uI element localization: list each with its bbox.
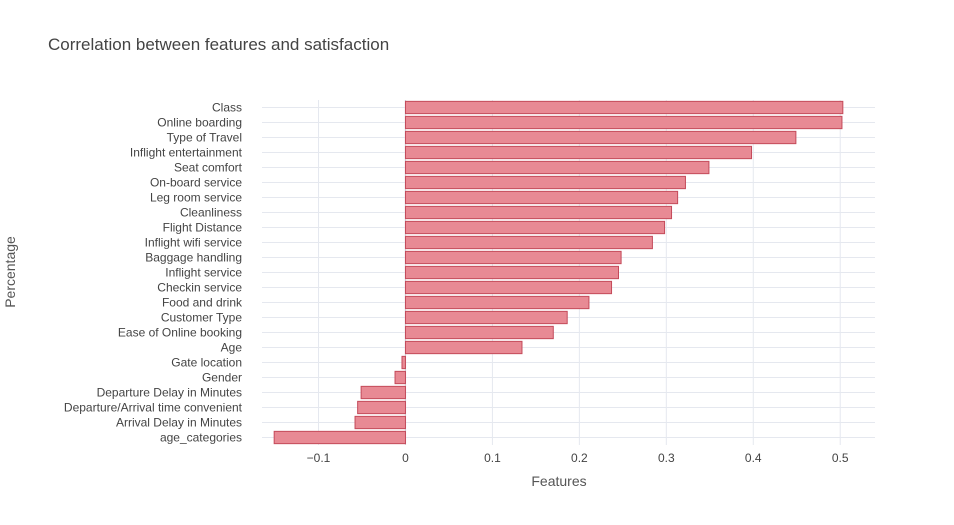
bar[interactable] (404, 280, 613, 295)
y-tick-label: Gate location (171, 356, 242, 370)
bar[interactable] (354, 415, 406, 430)
bar[interactable] (401, 355, 406, 370)
bar[interactable] (404, 325, 554, 340)
bar[interactable] (404, 100, 844, 115)
y-tick-label: Departure/Arrival time convenient (64, 401, 243, 415)
x-tick-label: 0.5 (832, 451, 849, 465)
y-tick-label: Inflight service (165, 266, 242, 280)
y-tick-label: Checkin service (157, 281, 242, 295)
x-tick-label: 0 (402, 451, 409, 465)
bar[interactable] (394, 370, 406, 385)
y-tick-label: Baggage handling (145, 251, 242, 265)
bar[interactable] (404, 115, 843, 130)
x-tick-label: 0.2 (571, 451, 588, 465)
y-tick-label: Class (212, 101, 242, 115)
bar[interactable] (404, 265, 619, 280)
y-tick-label: Flight Distance (163, 221, 243, 235)
x-tick-label: 0.4 (745, 451, 762, 465)
y-tick-label: Online boarding (157, 116, 242, 130)
bar[interactable] (404, 235, 653, 250)
bar[interactable] (404, 145, 753, 160)
x-tick-label: 0.3 (658, 451, 675, 465)
y-tick-label: Type of Travel (167, 131, 242, 145)
chart-title: Correlation between features and satisfa… (48, 35, 389, 54)
bar[interactable] (357, 400, 406, 415)
bars (273, 100, 844, 445)
y-tick-label: Inflight entertainment (130, 146, 243, 160)
y-axis-title: Percentage (2, 236, 18, 308)
bar[interactable] (404, 295, 590, 310)
bar[interactable] (404, 130, 797, 145)
bar[interactable] (404, 310, 568, 325)
y-tick-label: age_categories (160, 431, 242, 445)
y-tick-label: Seat comfort (174, 161, 243, 175)
bar[interactable] (404, 175, 686, 190)
bar[interactable] (404, 250, 622, 265)
y-tick-label: Customer Type (161, 311, 242, 325)
x-tick-labels: −0.1 0 0.1 0.2 0.3 0.4 0.5 (307, 451, 849, 465)
y-tick-label: Departure Delay in Minutes (97, 386, 242, 400)
x-tick-label: −0.1 (307, 451, 331, 465)
bar[interactable] (360, 385, 406, 400)
y-tick-label: Gender (202, 371, 242, 385)
bar[interactable] (404, 190, 679, 205)
x-axis-title: Features (531, 473, 586, 489)
y-tick-label: Inflight wifi service (145, 236, 243, 250)
y-tick-label: On-board service (150, 176, 242, 190)
bar[interactable] (404, 205, 673, 220)
y-tick-label: Cleanliness (180, 206, 242, 220)
bar[interactable] (404, 160, 710, 175)
bar[interactable] (273, 430, 406, 445)
bar[interactable] (404, 220, 666, 235)
y-tick-label: Food and drink (162, 296, 243, 310)
y-tick-label: Arrival Delay in Minutes (116, 416, 242, 430)
y-tick-label: Age (221, 341, 243, 355)
bar[interactable] (404, 340, 523, 355)
y-tick-label: Ease of Online booking (118, 326, 242, 340)
x-tick-label: 0.1 (484, 451, 501, 465)
y-tick-label: Leg room service (150, 191, 242, 205)
